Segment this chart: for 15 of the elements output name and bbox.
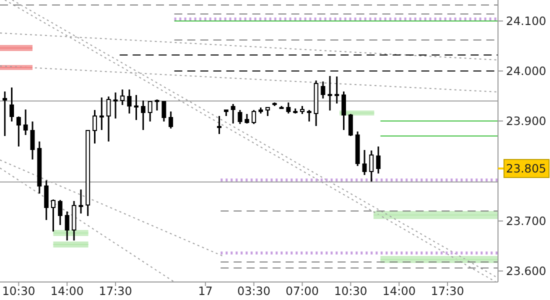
x-tick-label: 14:00 <box>50 284 84 298</box>
x-tick-label: 07:00 <box>286 284 319 298</box>
y-tick-label: 23.700 <box>506 214 546 228</box>
y-tick-label: 23.600 <box>506 264 546 278</box>
x-tick-label: 17 <box>198 284 213 298</box>
x-tick-label: 17:30 <box>98 284 132 298</box>
y-tick-label: 24.000 <box>506 64 546 78</box>
y-tick-label: 23.900 <box>506 114 546 128</box>
x-tick-label: 10:30 <box>2 284 36 298</box>
x-tick-label: 14:00 <box>382 284 416 298</box>
ref-line-label: 23.805 <box>506 162 546 176</box>
x-tick-label: 17:30 <box>430 284 464 298</box>
x-tick-label: 03:30 <box>237 284 270 298</box>
y-tick-label: 24.100 <box>506 14 546 28</box>
x-tick-label: 10:30 <box>334 284 368 298</box>
